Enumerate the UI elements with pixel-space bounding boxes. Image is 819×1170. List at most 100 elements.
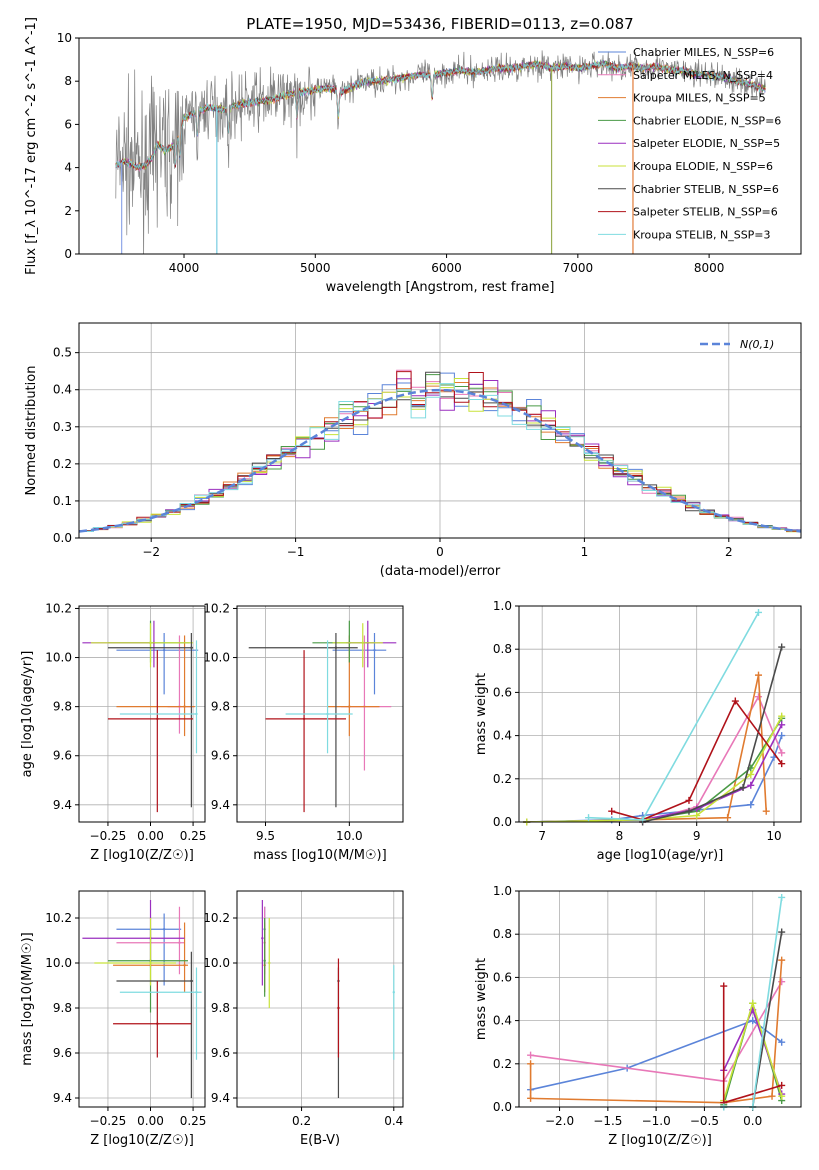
y-tick-label: 9.8: [53, 700, 72, 714]
y-tick-label: 1.0: [493, 884, 512, 898]
weight-marker: [685, 807, 693, 815]
data-point: [373, 648, 376, 652]
y-tick-label: 9.4: [211, 1091, 230, 1105]
x-tick-label: 8: [616, 829, 624, 843]
y-tick-label: 10.2: [203, 911, 230, 925]
data-point: [183, 705, 186, 708]
y-tick-label: 10.0: [203, 956, 230, 970]
data-point: [183, 964, 186, 967]
x-axis-label: Z [log10(Z/Z☉)]: [90, 1133, 194, 1148]
legend-label: Chabrier MILES, N_SSP=6: [633, 46, 774, 59]
chart-title: PLATE=1950, MJD=53436, FIBERID=0113, z=0…: [246, 15, 633, 33]
y-tick-label: 9.4: [53, 1091, 72, 1105]
axes-age_vs_Z: −0.25 0.00 0.25 9.4 9.6 9.8 10.0 10.2 Z [log10(Z…: [20, 601, 206, 863]
weight-series-line: [526, 717, 783, 822]
x-tick-label: −0.5: [690, 1114, 719, 1128]
model-spectrum-line: [115, 61, 766, 171]
legend-label: N(0,1): [740, 338, 774, 351]
x-tick-label: −2: [142, 545, 160, 559]
y-tick-label: 9.4: [211, 798, 230, 812]
data-point: [334, 646, 338, 649]
y-tick-label: 0.8: [493, 642, 512, 656]
weight-marker: [778, 1038, 786, 1046]
y-axis-label: Normed distribution: [24, 366, 39, 496]
x-tick-label: 7000: [563, 261, 594, 275]
axes-mass_vs_Z: −0.25 0.00 0.25 9.4 9.6 9.8 10.0 10.2 Z [log10(Z…: [20, 891, 206, 1148]
legend-label: Chabrier ELODIE, N_SSP=6: [633, 114, 781, 127]
y-tick-label: 0.3: [53, 420, 72, 434]
y-axis-label: age [log10(age/yr)]: [20, 651, 35, 778]
data-point: [162, 928, 166, 931]
y-tick-label: 0.2: [53, 457, 72, 471]
x-tick-label: 4000: [169, 261, 200, 275]
x-tick-label: −0.25: [90, 1114, 127, 1128]
x-tick-label: 0.00: [137, 1114, 164, 1128]
weight-marker: [778, 721, 786, 729]
weight-marker: [778, 749, 786, 757]
y-tick-label: 2: [64, 204, 72, 218]
data-point: [162, 648, 166, 652]
weight-marker: [720, 982, 728, 990]
weight-marker: [778, 760, 786, 768]
x-tick-label: 0: [436, 545, 444, 559]
y-tick-label: 10.0: [45, 651, 72, 665]
axes-frame: [78, 890, 206, 1108]
weight-marker: [739, 783, 747, 791]
y-axis-label: Flux [f_λ 10^-17 erg cm^-2 s^-1 A^-1]: [24, 17, 39, 275]
weight-marker: [527, 1060, 535, 1068]
weight-marker: [778, 893, 786, 901]
y-tick-label: 0.4: [53, 383, 72, 397]
x-axis-label: Z [log10(Z/Z☉)]: [608, 1133, 712, 1148]
axes-age_vs_mass: 9.5 10.0 9.4 9.6 9.8 10.0 10.2 mass [log10(M/M☉…: [203, 601, 403, 863]
y-tick-label: 10.2: [45, 601, 72, 615]
legend-label: Salpeter STELIB, N_SSP=6: [633, 206, 778, 219]
x-tick-label: 1: [581, 545, 589, 559]
x-axis-label: E(B-V): [300, 1133, 340, 1148]
weight-marker: [747, 781, 755, 789]
legend-label: Kroupa STELIB, N_SSP=3: [633, 228, 771, 241]
weight-marker: [778, 978, 786, 986]
data-point: [149, 961, 152, 965]
weight-marker: [685, 796, 693, 804]
y-tick-label: 9.6: [211, 1046, 230, 1060]
data-point: [190, 979, 193, 983]
weight-marker: [755, 608, 763, 616]
weight-marker: [693, 812, 701, 820]
axes-weight_vs_Z: −2.0 −1.5 −1.0 −0.5 0.0 0.0 0.2 0.4 0.6 0.8 1.0 Z […: [474, 884, 801, 1148]
y-tick-label: 9.8: [211, 1001, 230, 1015]
weight-marker: [762, 807, 770, 815]
weight-marker: [778, 956, 786, 964]
y-tick-label: 6: [64, 117, 72, 131]
weight-marker: [724, 814, 732, 822]
y-tick-label: 0.0: [53, 531, 72, 545]
y-tick-label: 0.5: [53, 346, 72, 360]
weight-marker: [731, 697, 739, 705]
weight-series-line: [642, 646, 783, 822]
y-tick-label: 8: [64, 74, 72, 88]
data-point: [156, 1022, 159, 1025]
legend-label: Salpeter MILES, N_SSP=4: [633, 69, 773, 82]
weight-marker: [749, 999, 757, 1007]
y-tick-label: 0.6: [493, 685, 512, 699]
y-tick-label: 0.6: [493, 970, 512, 984]
x-tick-label: 8000: [694, 261, 725, 275]
y-tick-label: 0.4: [493, 1014, 512, 1028]
axes-frame: [236, 605, 404, 823]
gaussian-curve: [79, 388, 801, 533]
legend-label: Kroupa ELODIE, N_SSP=6: [633, 160, 773, 173]
x-tick-label: 7: [538, 829, 546, 843]
axes-frame: [236, 890, 404, 1108]
data-point: [361, 641, 364, 645]
x-axis-label: (data-model)/error: [380, 564, 501, 579]
weight-marker: [755, 693, 763, 701]
data-point: [190, 646, 193, 649]
x-axis-label: mass [log10(M/M☉)]: [253, 848, 386, 863]
data-point: [261, 937, 264, 940]
weight-marker: [778, 732, 786, 740]
weight-marker: [747, 801, 755, 809]
weight-marker: [778, 643, 786, 651]
x-tick-label: 0.0: [743, 1114, 762, 1128]
y-tick-label: 1.0: [493, 599, 512, 613]
data-point: [392, 991, 395, 994]
data-point: [302, 717, 306, 721]
